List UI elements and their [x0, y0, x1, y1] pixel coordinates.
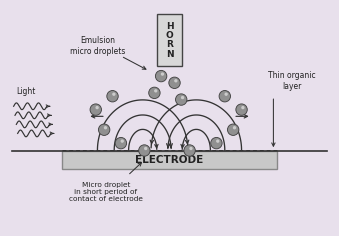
Circle shape	[115, 137, 126, 149]
Circle shape	[104, 126, 107, 129]
Circle shape	[169, 77, 180, 88]
Circle shape	[174, 79, 178, 82]
Circle shape	[233, 126, 236, 129]
Circle shape	[224, 93, 228, 96]
Circle shape	[107, 91, 118, 102]
Circle shape	[241, 106, 244, 109]
Circle shape	[236, 104, 247, 115]
Text: Emulsion
micro droplets: Emulsion micro droplets	[70, 36, 125, 56]
Circle shape	[176, 94, 187, 105]
Circle shape	[121, 139, 124, 143]
Circle shape	[161, 72, 164, 76]
Circle shape	[216, 139, 219, 143]
Text: Thin organic
layer: Thin organic layer	[268, 72, 316, 91]
Circle shape	[184, 145, 195, 156]
Text: Light: Light	[16, 87, 35, 96]
Bar	[62, 151, 277, 169]
Text: ELECTRODE: ELECTRODE	[135, 155, 204, 164]
Circle shape	[98, 124, 110, 135]
Circle shape	[181, 96, 184, 99]
Circle shape	[139, 145, 150, 156]
Circle shape	[144, 147, 147, 150]
Circle shape	[211, 137, 222, 149]
Circle shape	[112, 93, 116, 96]
Circle shape	[155, 70, 167, 82]
Text: H
O
R
N: H O R N	[166, 21, 173, 59]
Text: Micro droplet
in short period of
contact of electrode: Micro droplet in short period of contact…	[69, 182, 143, 202]
Circle shape	[149, 87, 160, 99]
Circle shape	[227, 124, 239, 135]
Circle shape	[154, 89, 157, 93]
Bar	[157, 14, 182, 66]
Circle shape	[90, 104, 101, 115]
Circle shape	[189, 147, 193, 150]
Circle shape	[96, 106, 99, 109]
Circle shape	[219, 91, 231, 102]
